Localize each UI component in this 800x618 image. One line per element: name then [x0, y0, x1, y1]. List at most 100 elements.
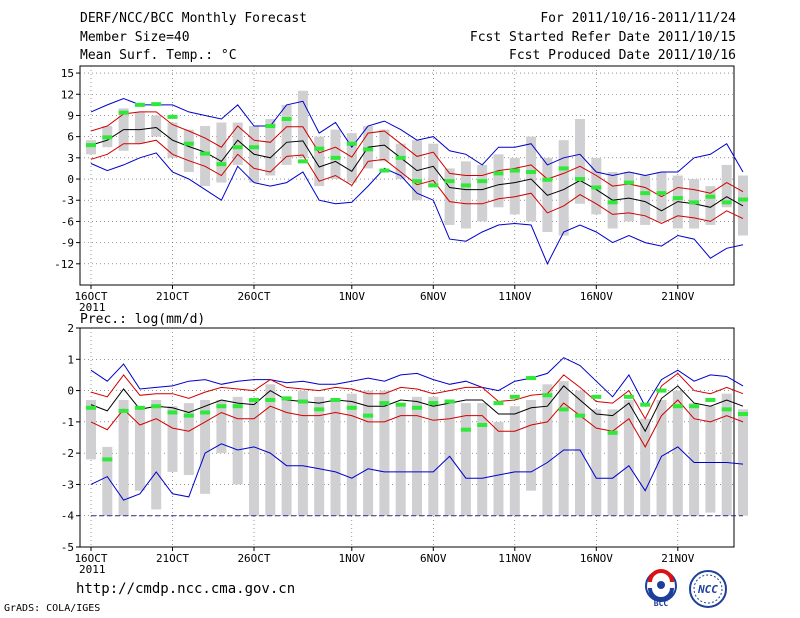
prec-observed-marker — [151, 404, 162, 409]
prec-observed-marker — [623, 394, 634, 399]
temp-xtick-label: 6NOV — [420, 290, 447, 303]
prec-xtick-label: 6NOV — [420, 552, 447, 565]
temp-observed-marker — [346, 141, 357, 146]
temp-member-box — [281, 104, 292, 165]
temp-member-box — [183, 129, 194, 172]
prec-member-box — [183, 403, 194, 476]
temp-observed-marker — [265, 124, 276, 129]
prec-observed-marker — [493, 401, 504, 406]
prec-observed-marker — [705, 397, 716, 402]
temp-observed-marker — [689, 200, 700, 205]
temp-member-box — [346, 133, 357, 183]
temp-observed-marker — [542, 177, 553, 182]
prec-member-box — [412, 396, 422, 516]
temp-member-box — [705, 186, 716, 225]
prec-ytick-label: -2 — [61, 447, 74, 460]
prec-member-box — [623, 399, 634, 516]
prec-member-box — [167, 406, 178, 472]
temp-observed-marker — [623, 180, 634, 185]
prec-observed-marker — [183, 413, 194, 418]
prec-member-box — [314, 396, 325, 516]
temp-xtick-label: 16NOV — [580, 290, 613, 303]
prec-observed-marker — [232, 404, 243, 409]
prec-observed-marker — [346, 405, 357, 410]
prec-member-box — [281, 396, 292, 516]
source-url[interactable]: http://cmdp.ncc.cma.gov.cn — [76, 581, 296, 597]
temp-max-line — [90, 97, 744, 177]
prec-xtick-label: 16NOV — [580, 552, 613, 565]
temp-observed-marker — [477, 179, 488, 184]
prec-observed-marker — [86, 405, 96, 410]
temp-lower-line — [90, 139, 744, 225]
temp-observed-marker — [330, 155, 341, 160]
temp-xtick-label: 1NOV — [339, 290, 366, 303]
temp-xtick-year-label: 2011 — [79, 301, 106, 314]
temp-ytick-label: 3 — [67, 152, 74, 165]
temp-ytick-label: 9 — [67, 109, 74, 122]
temp-member-box — [151, 115, 162, 137]
prec-observed-marker — [558, 407, 569, 412]
prec-member-box — [379, 390, 390, 516]
bcc-logo: BCC — [645, 569, 677, 608]
prec-member-box — [656, 399, 667, 516]
prec-member-box — [477, 403, 488, 516]
temp-observed-marker — [428, 183, 439, 188]
temp-min-line — [90, 152, 744, 265]
temp-member-box — [721, 164, 732, 208]
prec-member-box — [705, 406, 716, 513]
temp-member-box — [86, 140, 96, 155]
temp-ytick-label: -3 — [61, 194, 74, 207]
temp-observed-marker — [200, 151, 211, 156]
variable-label: Mean Surf. Temp.: °C — [80, 48, 237, 63]
prec-upper-line — [90, 372, 744, 420]
temp-ytick-label: 0 — [67, 173, 74, 186]
temp-observed-marker — [379, 168, 390, 173]
temp-observed-marker — [102, 135, 113, 140]
ncc-logo: NCC — [689, 570, 727, 608]
temp-member-box — [395, 143, 406, 180]
prec-member-box — [363, 390, 374, 516]
temp-member-box — [314, 136, 325, 187]
temp-ytick-label: -6 — [61, 215, 74, 228]
prec-ytick-label: 1 — [67, 353, 74, 366]
prec-observed-marker — [102, 457, 113, 462]
temp-observed-marker — [249, 145, 259, 150]
temp-member-box — [265, 118, 276, 176]
prec-ytick-label: 0 — [67, 385, 74, 398]
temp-member-box — [297, 90, 308, 158]
prec-observed-marker — [314, 407, 325, 412]
temp-observed-marker — [314, 146, 325, 151]
prec-observed-marker — [200, 410, 211, 415]
prec-member-box — [738, 409, 748, 516]
ncc-logo-text: NCC — [697, 583, 718, 596]
temp-ytick-label: -9 — [61, 237, 74, 250]
prec-observed-marker — [167, 410, 178, 415]
prec-member-box — [232, 396, 243, 485]
temp-plot-frame — [79, 65, 735, 286]
temp-mean-line — [90, 126, 744, 212]
temp-observed-marker — [607, 200, 618, 205]
temp-observed-marker — [151, 102, 162, 107]
prec-observed-marker — [363, 413, 374, 418]
temp-observed-marker — [738, 197, 748, 202]
forecast-period-label: For 2011/10/16-2011/11/24 — [540, 11, 736, 26]
temp-member-box — [330, 129, 341, 180]
prec-observed-marker — [444, 399, 455, 404]
temp-member-box — [493, 154, 504, 208]
prec-member-box — [395, 403, 406, 516]
prec-observed-marker — [379, 401, 390, 406]
temp-member-box — [460, 161, 471, 229]
temp-observed-marker — [493, 171, 504, 176]
prec-member-box — [86, 399, 96, 460]
prec-member-box — [493, 421, 504, 516]
prec-observed-marker — [672, 404, 683, 409]
temp-member-box — [640, 175, 651, 225]
prec-xtick-label: 21NOV — [661, 552, 694, 565]
prec-observed-marker — [460, 427, 471, 432]
temp-observed-marker — [672, 196, 683, 201]
prec-ytick-label: 2 — [67, 322, 74, 335]
forecast-produced-label: Fcst Produced Date 2011/10/16 — [509, 48, 736, 63]
prec-member-box — [134, 406, 145, 491]
prec-member-box — [591, 409, 602, 516]
